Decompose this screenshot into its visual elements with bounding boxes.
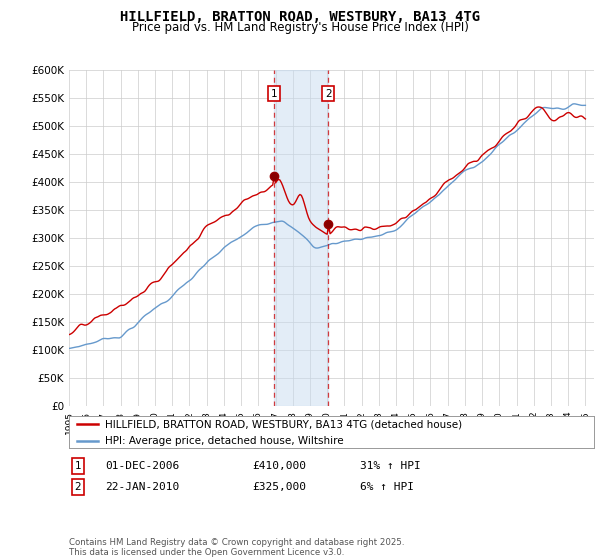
Text: 2: 2	[325, 88, 332, 99]
Text: 1: 1	[271, 88, 277, 99]
Text: HILLFIELD, BRATTON ROAD, WESTBURY, BA13 4TG: HILLFIELD, BRATTON ROAD, WESTBURY, BA13 …	[120, 10, 480, 24]
Text: HILLFIELD, BRATTON ROAD, WESTBURY, BA13 4TG (detached house): HILLFIELD, BRATTON ROAD, WESTBURY, BA13 …	[105, 419, 462, 430]
Text: 1: 1	[74, 461, 82, 471]
Text: 2: 2	[74, 482, 82, 492]
Text: Price paid vs. HM Land Registry's House Price Index (HPI): Price paid vs. HM Land Registry's House …	[131, 21, 469, 34]
Text: £325,000: £325,000	[252, 482, 306, 492]
Text: 6% ↑ HPI: 6% ↑ HPI	[360, 482, 414, 492]
Text: 22-JAN-2010: 22-JAN-2010	[105, 482, 179, 492]
Text: 31% ↑ HPI: 31% ↑ HPI	[360, 461, 421, 471]
Text: £410,000: £410,000	[252, 461, 306, 471]
Bar	[274, 70, 328, 406]
Text: 01-DEC-2006: 01-DEC-2006	[105, 461, 179, 471]
Text: Contains HM Land Registry data © Crown copyright and database right 2025.
This d: Contains HM Land Registry data © Crown c…	[69, 538, 404, 557]
Text: HPI: Average price, detached house, Wiltshire: HPI: Average price, detached house, Wilt…	[105, 436, 343, 446]
